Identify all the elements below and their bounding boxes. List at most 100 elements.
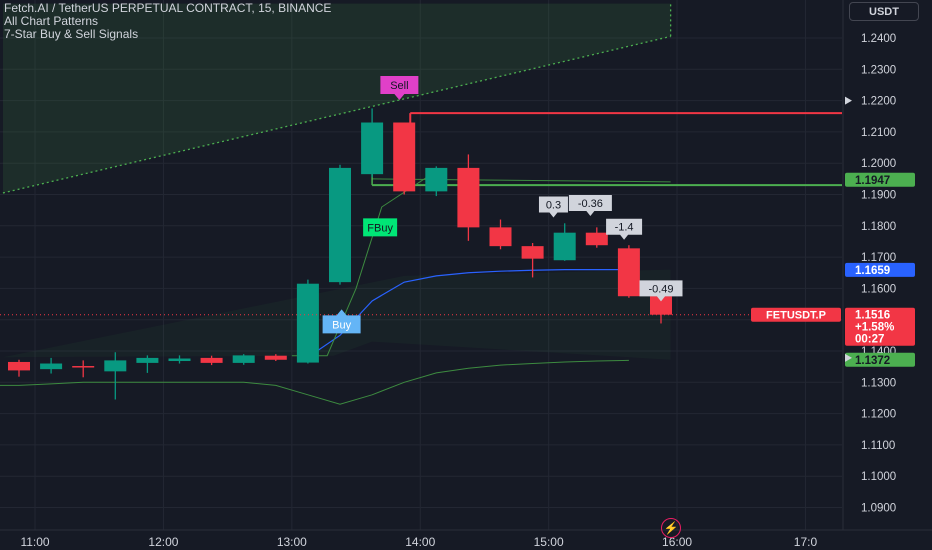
last-price-bg	[845, 307, 915, 346]
pnl-tag	[639, 280, 683, 302]
pnl-tag	[568, 194, 612, 216]
last-price-value: 1.1516	[855, 310, 890, 322]
pnl-tag	[538, 196, 568, 218]
candle[interactable]	[168, 355, 191, 364]
signal-label: FBuy	[367, 222, 393, 234]
y-tick-label: 1.1100	[861, 440, 895, 452]
price-badge: 1.1659	[845, 262, 915, 277]
candle-body	[425, 167, 448, 192]
x-tick-label: 15:00	[534, 535, 564, 549]
candle[interactable]	[232, 354, 255, 365]
y-tick-label: 1.2100	[861, 127, 896, 139]
y-tick-label: 1.1000	[861, 471, 896, 483]
candle-body	[136, 357, 159, 363]
symbol-tag-bg	[751, 307, 841, 322]
candle-body	[232, 355, 255, 363]
candle-body	[8, 361, 30, 371]
candles	[8, 108, 672, 400]
candle-body	[617, 248, 640, 297]
signal-tag	[380, 75, 419, 100]
candle-body	[40, 363, 63, 370]
currency-button[interactable]: USDT	[849, 2, 919, 21]
price-badge: 1.1372	[845, 352, 915, 367]
pnl-label: -1.4	[606, 218, 643, 240]
candle-body	[553, 232, 576, 261]
candle[interactable]	[136, 355, 159, 373]
candle[interactable]	[264, 354, 287, 362]
chart-legend: Fetch.AI / TetherUS PERPETUAL CONTRACT, …	[4, 2, 331, 41]
y-tick-label: 1.2300	[861, 64, 896, 76]
x-tick-label: 12:00	[148, 535, 178, 549]
candle-body	[457, 167, 480, 228]
axis-flag-icon	[845, 96, 852, 105]
legend-title[interactable]: Fetch.AI / TetherUS PERPETUAL CONTRACT, …	[4, 1, 332, 15]
x-tick-label: 11:00	[20, 535, 49, 549]
legend-indicator-patterns[interactable]: All Chart Patterns	[4, 14, 99, 28]
signal-tag	[363, 218, 398, 237]
signal-tag	[322, 309, 361, 334]
x-tick-label: 16:00	[662, 535, 692, 549]
candle[interactable]	[296, 279, 319, 364]
candle-body	[200, 357, 223, 363]
x-tick-label: 13:00	[277, 535, 307, 549]
signal-label: Sell	[390, 80, 408, 92]
candle-body	[393, 122, 416, 192]
candle-body	[650, 296, 672, 315]
pattern-fill-top	[2, 3, 671, 193]
pnl-text: -1.4	[615, 222, 634, 234]
symbol-price-tag: FETUSDT.P	[751, 307, 841, 322]
candle[interactable]	[40, 357, 63, 374]
candle-body	[296, 283, 319, 363]
candle[interactable]	[489, 219, 512, 250]
triangle-upper-line	[2, 35, 671, 194]
candle-body	[329, 167, 351, 283]
pnl-tag	[606, 218, 643, 240]
y-tick-label: 1.1300	[861, 377, 896, 389]
candle-body	[361, 122, 384, 175]
price-badge-text: 1.1372	[855, 355, 890, 367]
price-badge-bg	[845, 262, 915, 277]
candle-body	[489, 227, 512, 247]
candle[interactable]	[393, 122, 416, 195]
candle[interactable]	[585, 227, 608, 248]
y-tick-label: 1.1700	[861, 252, 896, 264]
signal-sell[interactable]: Sell	[380, 75, 419, 100]
axis-flag-icon	[845, 353, 852, 362]
pnl-text: 0.3	[546, 200, 561, 212]
bar-countdown: 00:27	[855, 334, 884, 346]
candle-body	[264, 355, 287, 360]
candle[interactable]	[425, 166, 448, 197]
candle[interactable]	[8, 359, 30, 377]
y-tick-label: 1.1800	[861, 221, 896, 233]
x-tick-label: 14:00	[405, 535, 435, 549]
lightning-icon[interactable]: ⚡	[661, 518, 681, 538]
y-tick-label: 1.1200	[861, 409, 896, 421]
y-tick-label: 1.1900	[861, 190, 896, 202]
candle[interactable]	[104, 352, 127, 400]
candle[interactable]	[521, 243, 544, 278]
candle[interactable]	[329, 164, 351, 285]
last-price-change: +1.58%	[855, 322, 894, 334]
candle[interactable]	[361, 108, 384, 178]
candle[interactable]	[72, 360, 95, 378]
y-tick-label: 1.2400	[861, 33, 896, 45]
candle[interactable]	[553, 223, 576, 261]
signal-label: Buy	[332, 319, 351, 331]
candle[interactable]	[200, 355, 223, 366]
pnl-text: -0.36	[578, 198, 603, 210]
candle-body	[168, 358, 191, 362]
price-badge-text: 1.1659	[855, 265, 890, 277]
price-badge-text: 1.1947	[855, 175, 890, 187]
candle-body	[104, 360, 127, 372]
candle-body	[521, 246, 544, 259]
price-badge: 1.1947	[845, 172, 915, 187]
legend-indicator-signals[interactable]: 7-Star Buy & Sell Signals	[4, 27, 139, 41]
signal-buy[interactable]: Buy	[322, 309, 361, 334]
signal-fbuy[interactable]: FBuy	[363, 218, 398, 237]
candle[interactable]	[457, 154, 480, 241]
y-tick-label: 1.2200	[861, 96, 896, 108]
mid-band-line	[372, 178, 671, 183]
y-tick-label: 1.2000	[861, 158, 896, 170]
candle[interactable]	[617, 245, 640, 298]
